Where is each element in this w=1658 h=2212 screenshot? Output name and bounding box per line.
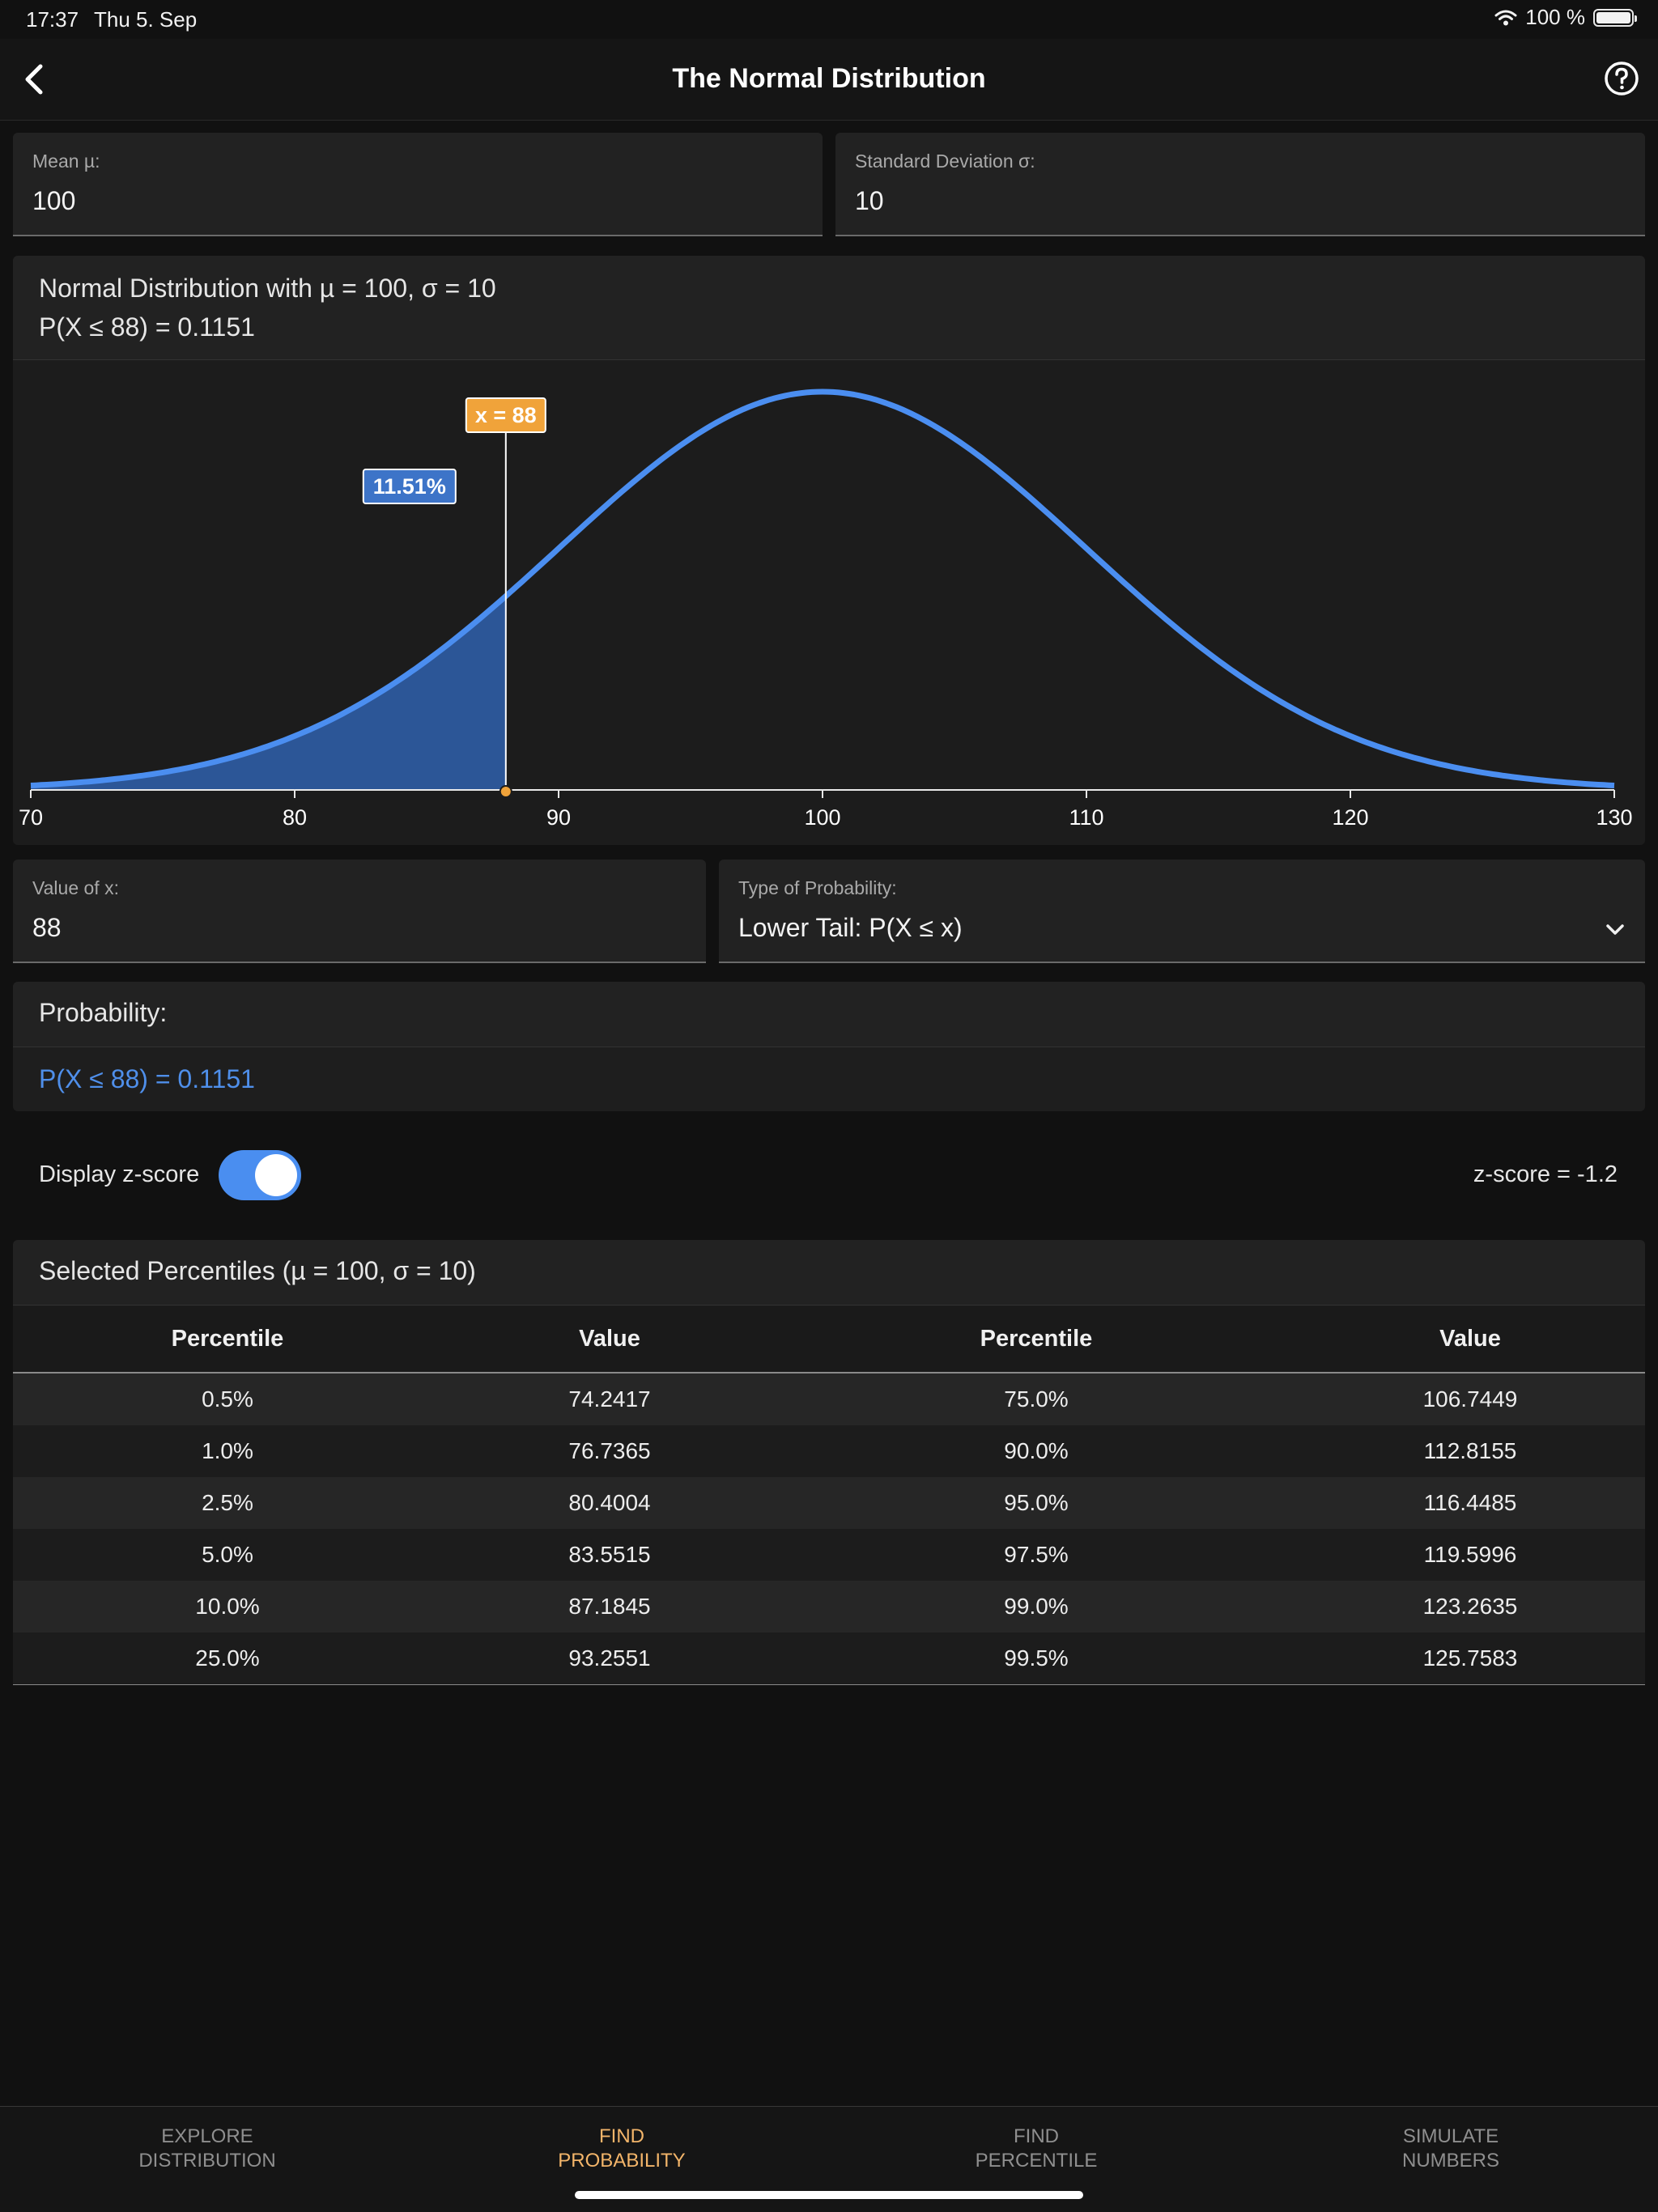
table-cell: 1.0% bbox=[13, 1425, 442, 1477]
tab-simulate-numbers[interactable]: SIMULATE NUMBERS bbox=[1401, 2125, 1499, 2172]
wifi-icon bbox=[1494, 10, 1517, 25]
x-tick-label: 110 bbox=[1069, 805, 1103, 830]
mean-value[interactable]: 100 bbox=[32, 186, 76, 215]
table-cell: 10.0% bbox=[13, 1581, 442, 1632]
probability-type-select[interactable]: Type of Probability: Lower Tail: P(X ≤ x… bbox=[719, 860, 1645, 963]
column-header: Percentile bbox=[13, 1306, 442, 1373]
x-tick-label: 70 bbox=[19, 805, 43, 830]
table-cell: 0.5% bbox=[13, 1373, 442, 1425]
distribution-chart-card: Normal Distribution with µ = 100, σ = 10… bbox=[13, 256, 1645, 845]
table-cell: 97.5% bbox=[777, 1529, 1295, 1581]
table-cell: 119.5996 bbox=[1295, 1529, 1645, 1581]
table-cell: 74.2417 bbox=[442, 1373, 777, 1425]
sd-value[interactable]: 10 bbox=[855, 186, 884, 215]
sd-field[interactable]: Standard Deviation σ: 10 bbox=[835, 133, 1645, 236]
probability-header: Probability: bbox=[13, 982, 1645, 1047]
x-value[interactable]: 88 bbox=[32, 913, 62, 942]
chart-header: Normal Distribution with µ = 100, σ = 10… bbox=[13, 256, 1645, 360]
area-percent-label-box bbox=[362, 469, 457, 504]
shaded-lower-tail-area bbox=[31, 596, 506, 790]
percentiles-table: Percentile Value Percentile Value 0.5% 7… bbox=[13, 1306, 1645, 1684]
percentiles-header: Selected Percentiles (µ = 100, σ = 10) bbox=[13, 1240, 1645, 1306]
home-indicator bbox=[575, 2191, 1083, 2199]
percentiles-card: Selected Percentiles (µ = 100, σ = 10) P… bbox=[13, 1240, 1645, 1685]
tab-bar: EXPLORE DISTRIBUTION FIND PROBABILITY FI… bbox=[0, 2106, 1658, 2212]
status-date: Thu 5. Sep bbox=[94, 7, 198, 32]
table-cell: 80.4004 bbox=[442, 1477, 777, 1529]
table-cell: 2.5% bbox=[13, 1477, 442, 1529]
x-value-label: Value of x: bbox=[32, 877, 119, 898]
table-cell: 90.0% bbox=[777, 1425, 1295, 1477]
mean-label: Mean µ: bbox=[32, 151, 100, 172]
area-percent-label: 11.51% bbox=[373, 474, 446, 499]
help-circle-icon[interactable] bbox=[1601, 58, 1642, 99]
table-cell: 106.7449 bbox=[1295, 1373, 1645, 1425]
tab-explore-distribution[interactable]: EXPLORE DISTRIBUTION bbox=[138, 2125, 276, 2172]
table-cell: 99.5% bbox=[777, 1632, 1295, 1684]
table-cell: 93.2551 bbox=[442, 1632, 777, 1684]
status-bar: 17:37 Thu 5. Sep 100 % bbox=[0, 0, 1658, 39]
x-tick-label: 120 bbox=[1332, 805, 1368, 830]
table-cell: 25.0% bbox=[13, 1632, 442, 1684]
battery-percent: 100 % bbox=[1525, 5, 1585, 29]
column-header: Value bbox=[442, 1306, 777, 1373]
probability-result: P(X ≤ 88) = 0.1151 bbox=[39, 1064, 255, 1093]
x-axis-ticks: 70 80 90 100 110 120 130 bbox=[19, 790, 1633, 830]
back-chevron-icon[interactable] bbox=[11, 57, 57, 102]
table-row: 10.0% 87.1845 99.0% 123.2635 bbox=[13, 1581, 1645, 1632]
table-row: 25.0% 93.2551 99.5% 125.7583 bbox=[13, 1632, 1645, 1684]
table-cell: 125.7583 bbox=[1295, 1632, 1645, 1684]
density-curve bbox=[30, 388, 1615, 788]
chart-title: Normal Distribution with µ = 100, σ = 10 bbox=[39, 274, 496, 303]
table-cell: 87.1845 bbox=[442, 1581, 777, 1632]
x-marker-handle[interactable] bbox=[499, 785, 512, 798]
x-marker-label: x = 88 bbox=[475, 403, 537, 427]
z-score-toggle-label: Display z-score bbox=[39, 1161, 200, 1187]
table-cell: 75.0% bbox=[777, 1373, 1295, 1425]
table-row: 2.5% 80.4004 95.0% 116.4485 bbox=[13, 1477, 1645, 1529]
table-row: 0.5% 74.2417 75.0% 106.7449 bbox=[13, 1373, 1645, 1425]
percentiles-title: Selected Percentiles (µ = 100, σ = 10) bbox=[39, 1256, 476, 1285]
probability-card: Probability: P(X ≤ 88) = 0.1151 bbox=[13, 982, 1645, 1111]
table-header-row: Percentile Value Percentile Value bbox=[13, 1306, 1645, 1373]
table-cell: 99.0% bbox=[777, 1581, 1295, 1632]
x-marker-label-box bbox=[465, 397, 546, 433]
x-tick-label: 90 bbox=[546, 805, 571, 830]
status-right: 100 % bbox=[1494, 5, 1637, 30]
chevron-down-icon[interactable] bbox=[1603, 918, 1627, 942]
table-cell: 83.5515 bbox=[442, 1529, 777, 1581]
table-cell: 5.0% bbox=[13, 1529, 442, 1581]
page-title: The Normal Distribution bbox=[672, 63, 986, 94]
table-cell: 123.2635 bbox=[1295, 1581, 1645, 1632]
table-cell: 76.7365 bbox=[442, 1425, 777, 1477]
tab-find-percentile[interactable]: FIND PERCENTILE bbox=[975, 2125, 1098, 2172]
x-tick-label: 100 bbox=[804, 805, 840, 830]
x-tick-label: 130 bbox=[1596, 805, 1632, 830]
x-value-field[interactable]: Value of x: 88 bbox=[13, 860, 706, 963]
mean-field[interactable]: Mean µ: 100 bbox=[13, 133, 823, 236]
probability-title: Probability: bbox=[39, 998, 168, 1027]
table-cell: 95.0% bbox=[777, 1477, 1295, 1529]
z-score-value: z-score = -1.2 bbox=[1473, 1161, 1618, 1187]
chart-subtitle: P(X ≤ 88) = 0.1151 bbox=[39, 312, 255, 342]
probability-type-value[interactable]: Lower Tail: P(X ≤ x) bbox=[738, 913, 963, 942]
table-cell: 116.4485 bbox=[1295, 1477, 1645, 1529]
table-cell: 112.8155 bbox=[1295, 1425, 1645, 1477]
column-header: Value bbox=[1295, 1306, 1645, 1373]
sd-label: Standard Deviation σ: bbox=[855, 151, 1035, 172]
toggle-knob bbox=[255, 1154, 297, 1196]
table-row: 1.0% 76.7365 90.0% 112.8155 bbox=[13, 1425, 1645, 1477]
z-score-toggle[interactable] bbox=[219, 1150, 301, 1200]
normal-curve-chart[interactable]: 70 80 90 100 110 120 130 x = 88 11.51% bbox=[13, 256, 1645, 845]
column-header: Percentile bbox=[777, 1306, 1295, 1373]
x-tick-label: 80 bbox=[283, 805, 307, 830]
nav-bar: The Normal Distribution bbox=[0, 39, 1658, 121]
status-time: 17:37 bbox=[26, 7, 79, 32]
probability-type-label: Type of Probability: bbox=[738, 877, 897, 898]
tab-find-probability[interactable]: FIND PROBABILITY bbox=[558, 2125, 686, 2172]
table-row: 5.0% 83.5515 97.5% 119.5996 bbox=[13, 1529, 1645, 1581]
battery-icon bbox=[1593, 8, 1637, 27]
